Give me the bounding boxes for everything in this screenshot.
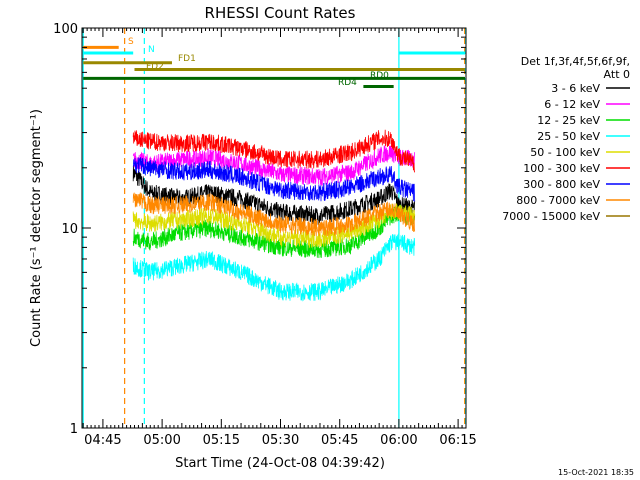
series-line-3 — [132, 233, 416, 302]
y-axis-label: Count Rate (s⁻¹ detector segment⁻¹) — [29, 109, 44, 347]
legend-label-4: 50 - 100 keV — [530, 146, 600, 159]
x-axis-label: Start Time (24-Oct-08 04:39:42) — [175, 456, 385, 471]
series-line-7 — [132, 192, 416, 237]
legend-label-0: 3 - 6 keV — [551, 82, 600, 95]
x-tick-label-0: 04:45 — [84, 433, 121, 448]
annotation-label-6: RD4 — [338, 78, 357, 88]
legend-header-attenuator: Att 0 — [604, 68, 630, 81]
legend-label-8: 7000 - 15000 keV — [502, 210, 600, 223]
x-tick-label-1: 05:00 — [143, 433, 180, 448]
legend: Det 1f,3f,4f,5f,6f,9f,Att 0 3 - 6 keV 6 - … — [502, 55, 630, 223]
annotation-label-4: FD2 — [146, 62, 164, 72]
series-line-5 — [132, 129, 416, 173]
legend-label-7: 800 - 7000 keV — [516, 194, 600, 207]
series-line-1 — [132, 145, 416, 186]
legend-label-6: 300 - 800 keV — [523, 178, 600, 191]
x-tick-label-2: 05:15 — [203, 433, 240, 448]
x-tick-label-6: 06:15 — [439, 433, 476, 448]
legend-label-1: 6 - 12 keV — [544, 98, 600, 111]
x-axis: 04:45 05:00 05:15 05:30 05:45 06:00 06:15 — [82, 28, 477, 448]
x-tick-label-4: 05:45 — [321, 433, 358, 448]
legend-header: Det 1f,3f,4f,5f,6f,9f, — [521, 55, 630, 68]
x-tick-label-3: 05:30 — [262, 433, 299, 448]
legend-label-3: 25 - 50 keV — [537, 130, 600, 143]
series-line-6 — [132, 157, 416, 202]
y-axis: 1 10 100 — [53, 22, 466, 437]
y-tick-label-0: 1 — [70, 422, 78, 437]
y-tick-label-1: 10 — [61, 222, 78, 237]
annotation-label-3: FD1 — [178, 54, 196, 64]
annotation-label-1: N — [148, 45, 155, 55]
legend-label-5: 100 - 300 keV — [523, 162, 600, 175]
plot-frame — [81, 27, 467, 429]
y-tick-label-2: 100 — [53, 22, 78, 37]
x-tick-label-5: 06:00 — [380, 433, 417, 448]
plot-area: S N FD1 FD2 RD0 RD4 — [82, 28, 467, 428]
chart-title: RHESSI Count Rates — [205, 4, 356, 22]
series-line-4 — [132, 203, 416, 249]
annotation-label-0: S — [128, 37, 134, 47]
annotation-label-5: RD0 — [370, 71, 389, 81]
legend-label-2: 12 - 25 keV — [537, 114, 600, 127]
footer-date: 15-Oct-2021 18:35 — [558, 468, 634, 477]
